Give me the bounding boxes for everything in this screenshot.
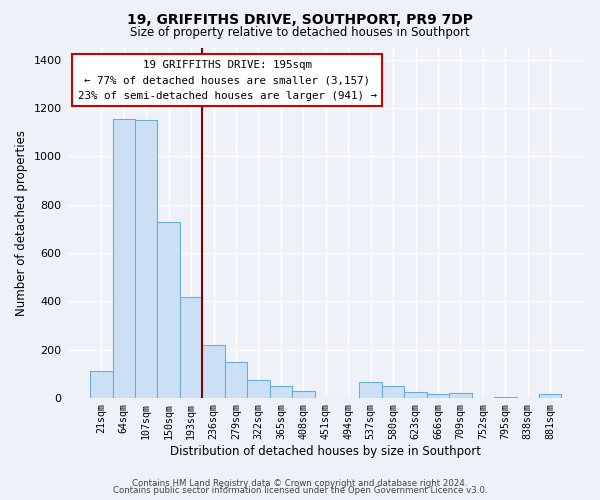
Bar [157,222,180,398]
Bar [494,397,517,398]
Text: Contains HM Land Registry data © Crown copyright and database right 2024.: Contains HM Land Registry data © Crown c… [132,478,468,488]
Bar [225,362,247,398]
Y-axis label: Number of detached properties: Number of detached properties [15,130,28,316]
Bar [359,382,382,398]
Bar [427,394,449,398]
Text: 19 GRIFFITHS DRIVE: 195sqm
← 77% of detached houses are smaller (3,157)
23% of s: 19 GRIFFITHS DRIVE: 195sqm ← 77% of deta… [78,60,377,101]
Text: Size of property relative to detached houses in Southport: Size of property relative to detached ho… [130,26,470,39]
Text: Contains public sector information licensed under the Open Government Licence v3: Contains public sector information licen… [113,486,487,495]
X-axis label: Distribution of detached houses by size in Southport: Distribution of detached houses by size … [170,444,481,458]
Bar [382,386,404,398]
Bar [449,393,472,398]
Bar [292,391,314,398]
Bar [90,372,113,398]
Bar [404,392,427,398]
Bar [247,380,269,398]
Bar [539,394,562,398]
Bar [135,120,157,398]
Bar [180,296,202,398]
Bar [113,119,135,398]
Text: 19, GRIFFITHS DRIVE, SOUTHPORT, PR9 7DP: 19, GRIFFITHS DRIVE, SOUTHPORT, PR9 7DP [127,12,473,26]
Bar [269,386,292,398]
Bar [202,345,225,398]
